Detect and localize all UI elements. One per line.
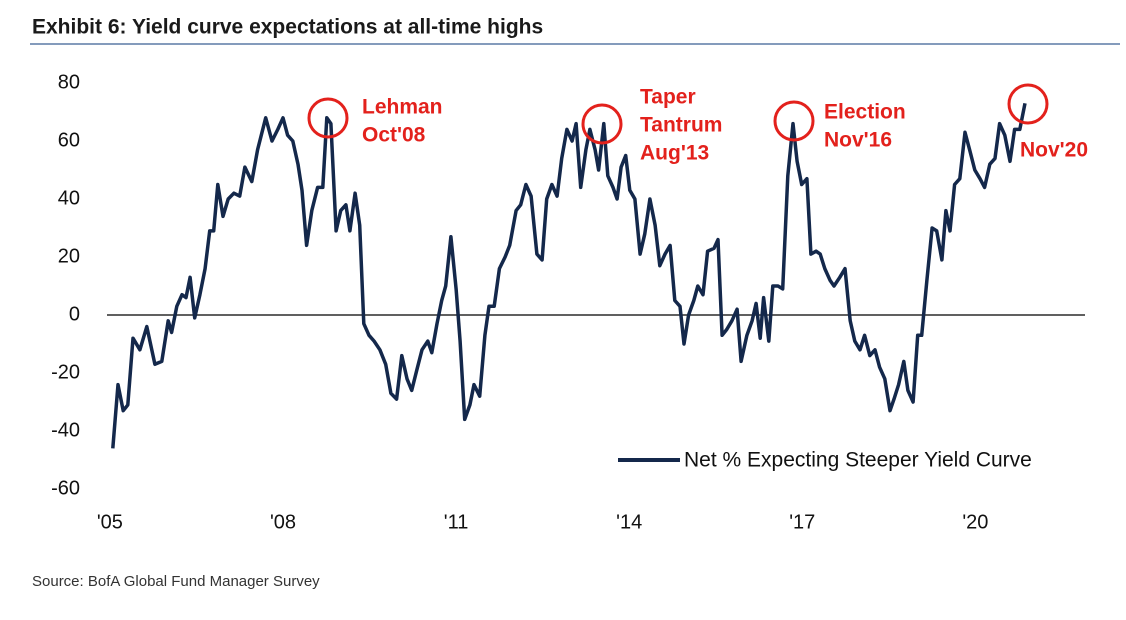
y-tick-label: 60 — [58, 129, 80, 151]
y-tick-label: 20 — [58, 245, 80, 267]
series-line — [111, 102, 1027, 449]
annotation: Election — [824, 101, 906, 124]
y-tick-label: 40 — [58, 187, 80, 209]
annotation: Taper — [640, 86, 696, 109]
annotation: Nov'16 — [824, 129, 892, 152]
x-tick-label: '20 — [962, 511, 988, 533]
x-tick-label: '08 — [270, 511, 296, 533]
x-tick-label: '05 — [97, 511, 123, 533]
chart-title: Exhibit 6: Yield curve expectations at a… — [32, 16, 543, 39]
x-tick-label: '11 — [444, 511, 469, 533]
source-note: Source: BofA Global Fund Manager Survey — [32, 573, 320, 590]
annotation: Lehman — [362, 96, 443, 119]
annotation: Nov'20 — [1020, 139, 1088, 162]
annotation: Oct'08 — [362, 124, 426, 147]
highlight-circle — [307, 97, 349, 139]
annotation: Tantrum — [640, 114, 722, 137]
y-tick-label: -40 — [51, 419, 80, 441]
y-tick-label: -60 — [51, 477, 80, 499]
y-tick-label: 0 — [69, 303, 80, 325]
x-tick-label: '14 — [616, 511, 642, 533]
highlight-circle — [773, 100, 815, 142]
annotation: Aug'13 — [640, 142, 709, 165]
highlight-circle — [581, 103, 623, 145]
y-tick-label: 80 — [58, 71, 80, 93]
highlight-circle — [1007, 83, 1049, 125]
x-tick-label: '17 — [789, 511, 815, 533]
legend-label: Net % Expecting Steeper Yield Curve — [684, 449, 1032, 472]
y-tick-label: -20 — [51, 361, 80, 383]
